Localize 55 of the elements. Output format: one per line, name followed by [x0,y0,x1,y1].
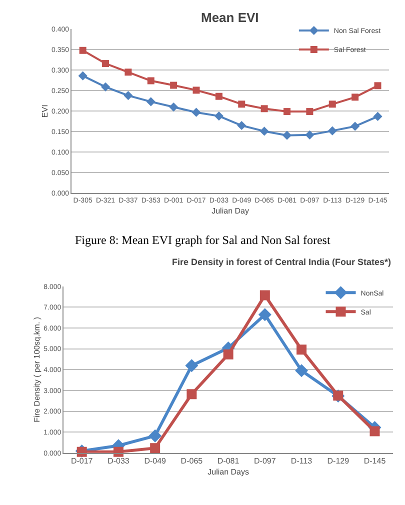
point [374,82,382,90]
point [306,108,314,116]
point [113,446,124,457]
point [169,102,178,112]
point [258,308,272,322]
x-tick-label: D-017 [70,456,94,466]
point [260,126,269,136]
point [124,68,132,76]
point [102,60,110,68]
point [79,46,86,54]
x-axis-title: Julian Days [208,468,249,477]
x-tick-label: D-097 [254,456,276,466]
point [352,94,359,101]
point [100,82,110,92]
point [148,429,162,442]
point [146,97,156,106]
point [237,120,246,130]
point [260,105,268,112]
x-tick-label: D-049 [144,456,167,466]
point [124,90,133,100]
point [305,130,314,140]
point [214,112,224,121]
point [150,443,160,454]
point [284,108,290,116]
x-tick-label: D-065 [180,456,204,466]
point [192,108,201,117]
y-axis-title: EVI [40,104,50,118]
point [185,359,198,372]
point [215,92,222,100]
y-axis-title: Fire Density ( per 100sq.km. ) [32,316,42,422]
caption: Figure 8: Mean EVI graph for Sal and Non Sal forest [75,233,331,247]
point [78,71,88,80]
x-tick-label: D-129 [327,456,350,466]
point [296,344,307,355]
x-axis-title: Julian Day [212,206,249,216]
point [170,82,178,89]
point [147,77,154,84]
point [238,100,246,108]
point [192,86,200,94]
x-tick-label: D-113 [290,456,313,466]
point [282,130,292,140]
point [373,112,382,122]
point [328,126,337,136]
point [328,100,336,108]
point [370,426,380,436]
x-tick-label: D-033 [108,456,130,466]
chart-title: Mean EVI [201,10,259,25]
point [260,290,270,300]
point [186,389,197,400]
point [350,122,360,131]
x-tick-label: D-145 [364,456,386,466]
chart-title: Fire Density in forest of Central India (Four States*) [172,257,392,267]
x-tick-label: D-081 [217,456,240,466]
point [223,349,234,360]
point [295,364,308,378]
